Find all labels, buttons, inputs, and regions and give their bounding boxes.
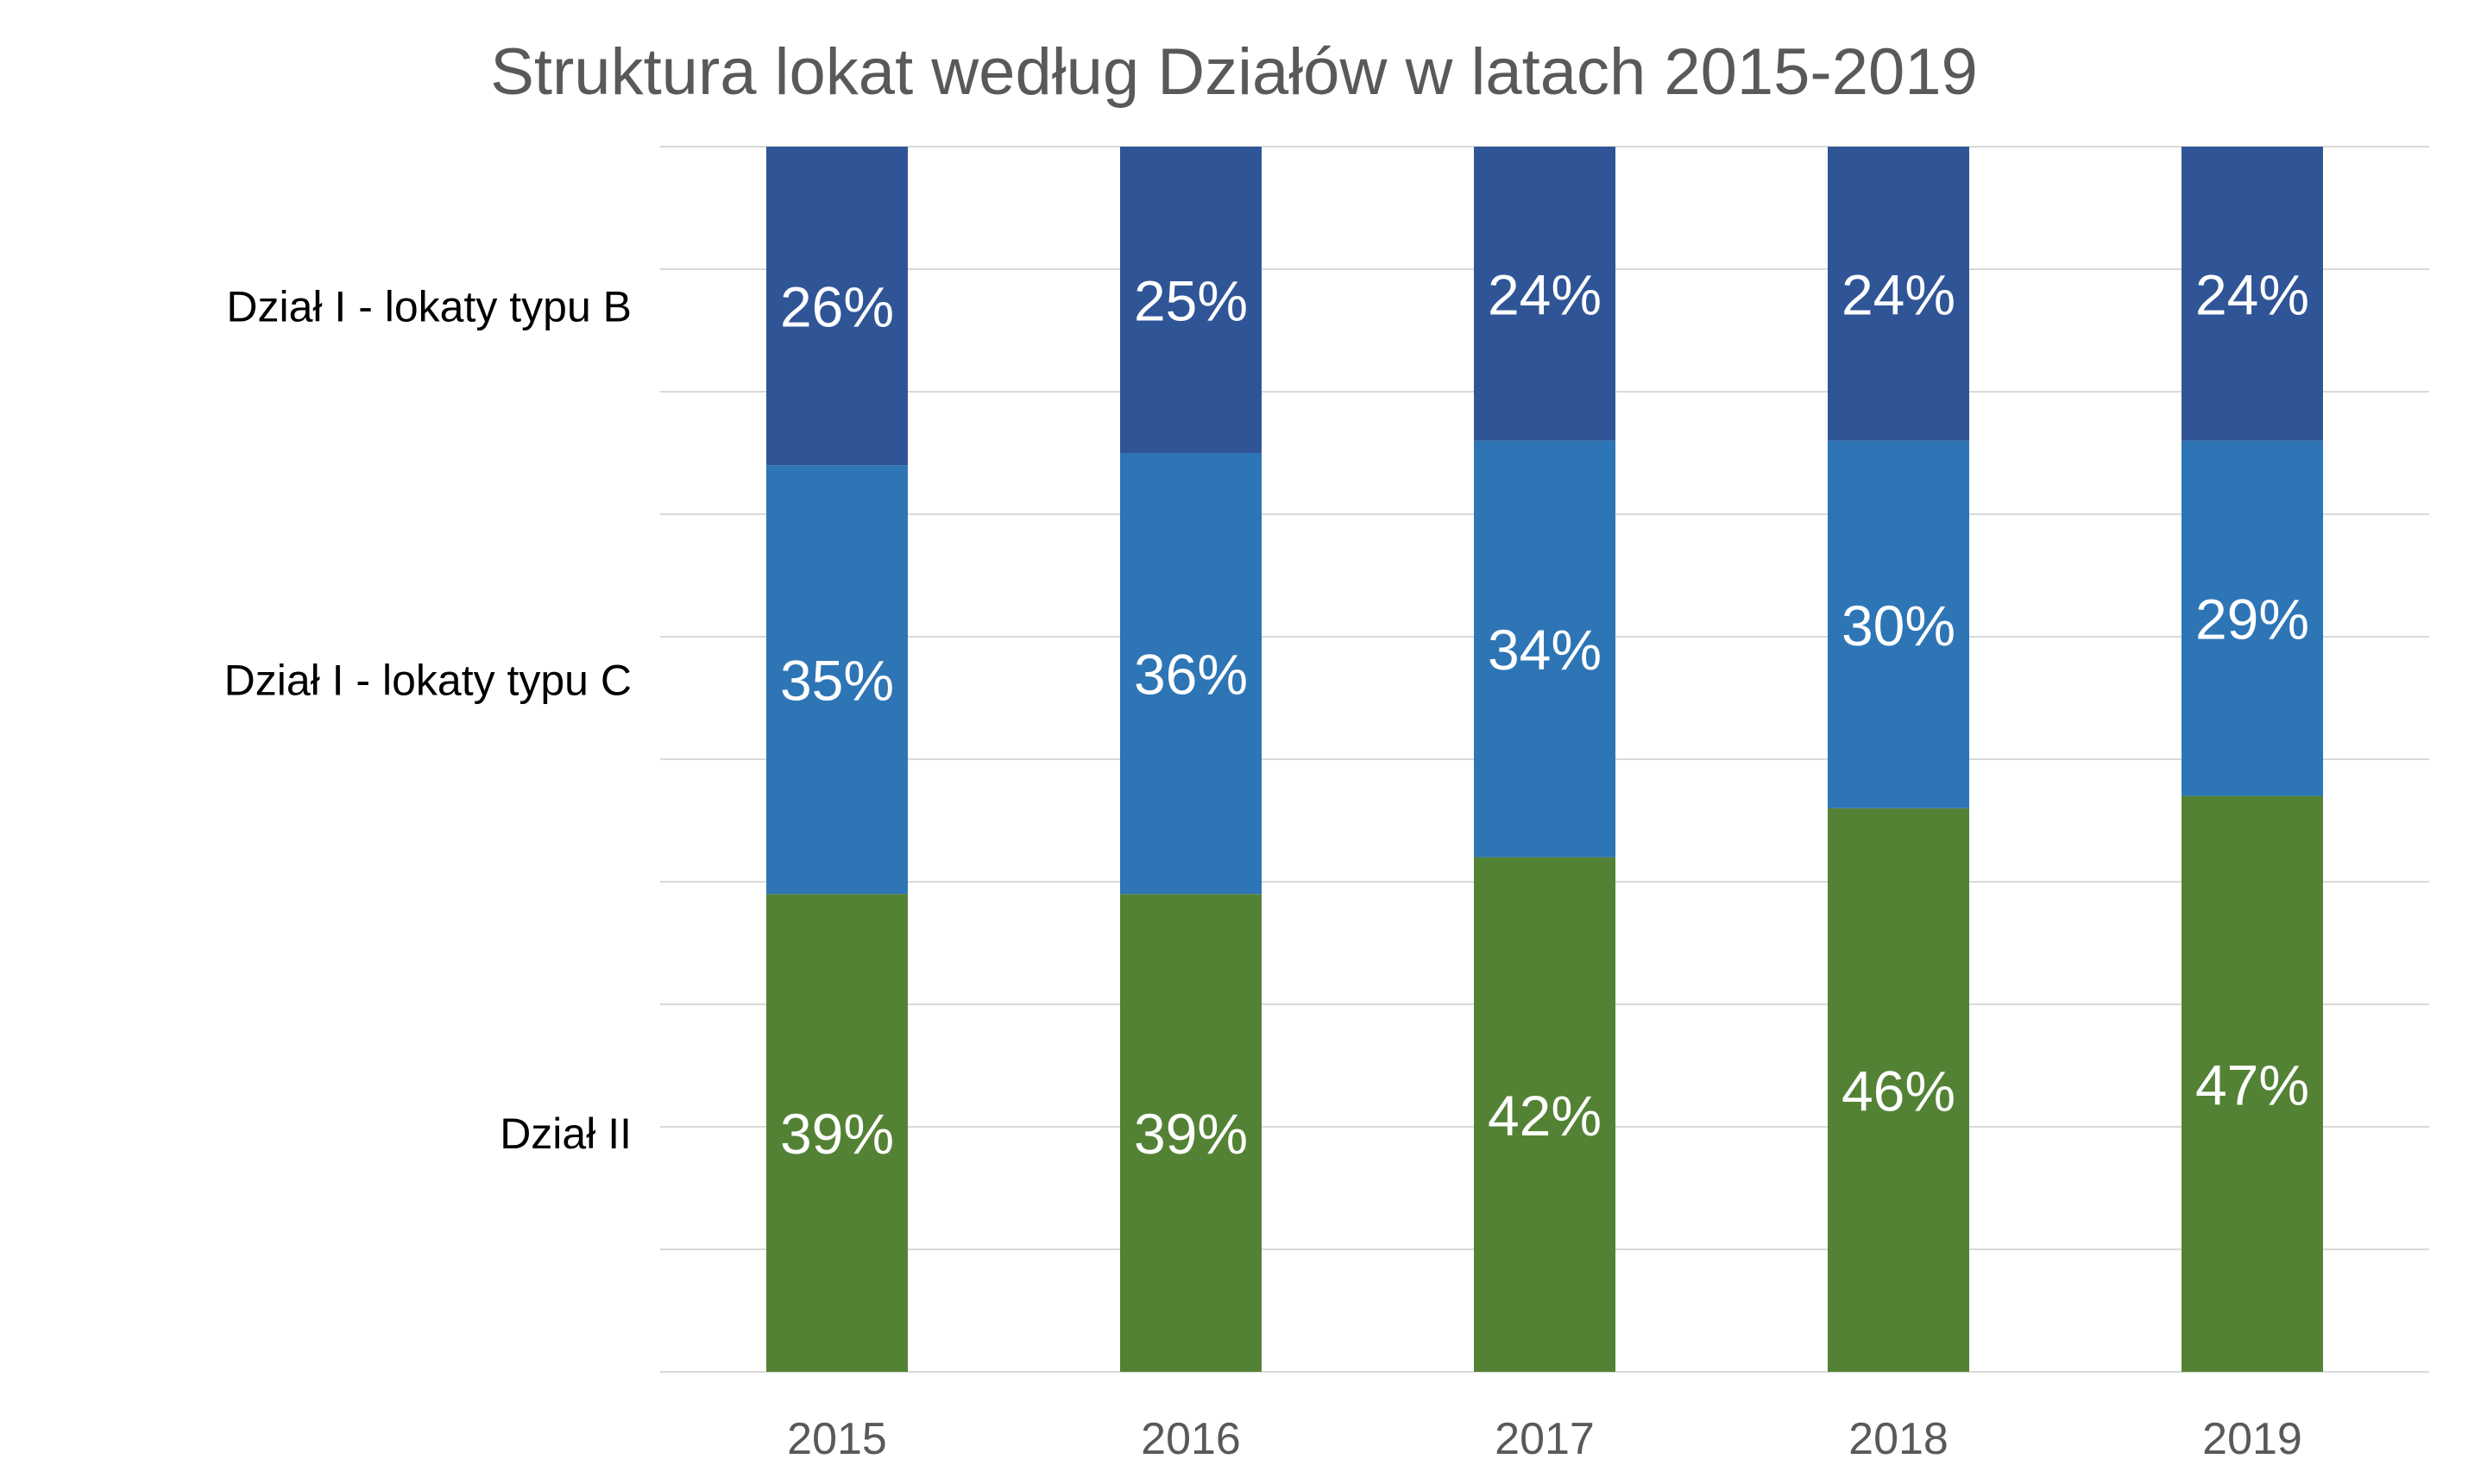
bar-segment <box>1474 147 1615 441</box>
legend-label: Dział I - lokaty typu C <box>224 657 632 705</box>
bar-segment <box>1474 857 1615 1372</box>
data-label: 47% <box>2195 1053 2309 1116</box>
bars <box>766 147 2323 1372</box>
bar-segment <box>2182 795 2323 1372</box>
bar-segment <box>1474 440 1615 858</box>
chart-title: Struktura lokat według Działów w latach … <box>490 35 1978 109</box>
data-label: 25% <box>1134 269 1248 333</box>
data-label: 39% <box>1134 1102 1248 1166</box>
bar-segment <box>2182 440 2323 796</box>
data-label: 35% <box>780 649 894 713</box>
data-label: 39% <box>780 1102 894 1166</box>
data-label: 34% <box>1488 618 1602 682</box>
bar-segment <box>766 465 908 895</box>
bar-segment <box>766 894 908 1372</box>
x-tick-label: 2019 <box>2202 1414 2302 1464</box>
bar-segment <box>1120 453 1262 895</box>
bar-segment <box>1120 147 1262 453</box>
data-label: 24% <box>2195 262 2309 326</box>
bar-segment <box>766 147 908 466</box>
bar-segment <box>2182 147 2323 441</box>
data-label: 26% <box>780 275 894 339</box>
bar-segment <box>1828 808 1969 1372</box>
data-label: 29% <box>2195 588 2309 651</box>
data-label: 36% <box>1134 643 1248 707</box>
x-tick-label: 2018 <box>1848 1414 1949 1464</box>
data-label: 30% <box>1842 594 1955 657</box>
legend-label: Dział I - lokaty typu B <box>226 283 632 331</box>
x-tick-label: 2016 <box>1141 1414 1241 1464</box>
data-labels: 39% 35% 26% 39% 36% 25% 42% 34% 24% 46% 30% 24% 47% 2… <box>780 262 2309 1166</box>
bar-segment <box>1120 894 1262 1372</box>
data-label: 42% <box>1488 1084 1602 1148</box>
x-tick-label: 2015 <box>787 1414 887 1464</box>
data-label: 24% <box>1842 262 1955 326</box>
data-label: 24% <box>1488 262 1602 326</box>
bar-segment <box>1828 147 1969 441</box>
legend: Dział II Dział I - lokaty typu C Dział I -… <box>224 283 632 1158</box>
bar-segment <box>1828 440 1969 808</box>
legend-label: Dział II <box>500 1110 632 1158</box>
data-label: 46% <box>1842 1059 1955 1122</box>
x-tick-label: 2017 <box>1495 1414 1595 1464</box>
